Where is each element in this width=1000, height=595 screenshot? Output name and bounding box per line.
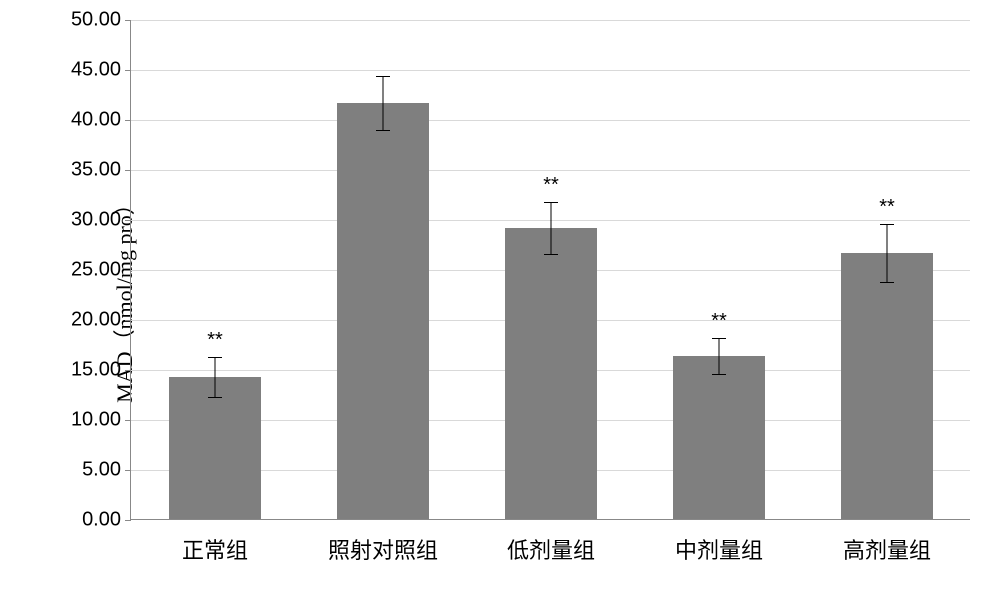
error-cap-top — [544, 202, 558, 203]
x-category-label: 高剂量组 — [843, 519, 931, 565]
y-tick-label: 35.00 — [71, 159, 131, 182]
bar-group: 照射对照组 — [337, 19, 429, 519]
error-cap-top — [208, 357, 222, 358]
y-tick-label: 45.00 — [71, 59, 131, 82]
significance-mark: ** — [207, 329, 223, 352]
error-cap-bottom — [544, 254, 558, 255]
y-tick-label: 30.00 — [71, 209, 131, 232]
bar-group: **高剂量组 — [841, 19, 933, 519]
error-cap-top — [880, 224, 894, 225]
y-tick-label: 25.00 — [71, 259, 131, 282]
significance-mark: ** — [879, 196, 895, 219]
error-cap-top — [712, 338, 726, 339]
plot-area: 0.005.0010.0015.0020.0025.0030.0035.0040… — [130, 20, 970, 520]
y-tick-label: 10.00 — [71, 409, 131, 432]
x-category-label: 正常组 — [182, 519, 248, 565]
bar-group: **正常组 — [169, 19, 261, 519]
error-bar — [886, 224, 887, 282]
bar — [673, 356, 765, 519]
y-tick-label: 20.00 — [71, 309, 131, 332]
significance-mark: ** — [711, 310, 727, 333]
x-category-label: 低剂量组 — [507, 519, 595, 565]
error-cap-bottom — [880, 282, 894, 283]
y-tick-label: 40.00 — [71, 109, 131, 132]
bar — [169, 377, 261, 519]
error-bar — [718, 338, 719, 374]
bar-group: **中剂量组 — [673, 19, 765, 519]
bar — [337, 103, 429, 519]
y-tick-label: 50.00 — [71, 9, 131, 32]
error-bar — [550, 202, 551, 254]
y-tick-label: 5.00 — [82, 459, 131, 482]
error-cap-bottom — [376, 130, 390, 131]
y-tick-label: 0.00 — [82, 509, 131, 532]
bar — [505, 228, 597, 519]
bar — [841, 253, 933, 519]
chart-container: MAD（nmol/mg pro） 0.005.0010.0015.0020.00… — [0, 0, 1000, 595]
error-cap-top — [376, 76, 390, 77]
bar-group: **低剂量组 — [505, 19, 597, 519]
y-tick-label: 15.00 — [71, 359, 131, 382]
error-bar — [214, 357, 215, 397]
error-cap-bottom — [208, 397, 222, 398]
significance-mark: ** — [543, 174, 559, 197]
error-bar — [382, 76, 383, 130]
x-category-label: 中剂量组 — [675, 519, 763, 565]
x-category-label: 照射对照组 — [328, 519, 438, 565]
error-cap-bottom — [712, 374, 726, 375]
